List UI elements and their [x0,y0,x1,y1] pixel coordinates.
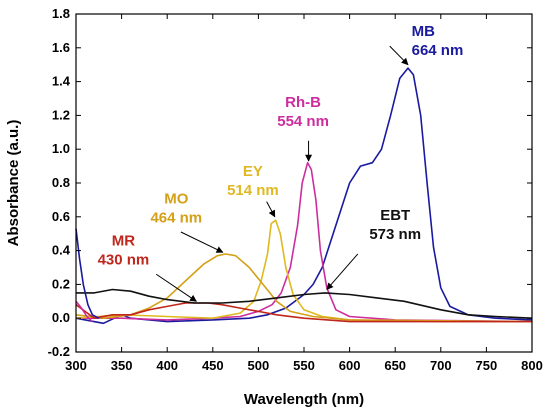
y-tick-label: 0.8 [52,175,70,190]
annotation-label-mo-wavelength: 464 nm [150,209,202,226]
series-line-edge [75,228,100,319]
x-tick-label: 700 [430,358,452,373]
x-tick-label: 300 [65,358,87,373]
x-tick-label: 600 [339,358,361,373]
y-axis-title: Absorbance (a.u.) [5,120,22,247]
x-tick-label: 650 [384,358,406,373]
y-tick-label: 0.0 [52,310,70,325]
y-tick-label: 1.2 [52,107,70,122]
annotation-label-ebt-wavelength: 573 nm [369,226,421,243]
series-line-rh-b [76,161,533,323]
annotation-layer: MB 664 nm Rh-B 554 nm EY 514 nm MO 464 nm MR 430 … [98,23,464,302]
y-tick-label: 1.6 [52,40,70,55]
x-tick-label: 450 [202,358,224,373]
series-line-mo [75,253,532,323]
annotation-label-ey-dye: EY [243,163,263,180]
y-tick-label: 0.2 [52,276,70,291]
series-layer [75,67,533,325]
x-tick-label: 800 [521,358,543,373]
plot-frame [75,13,533,353]
x-axis-title: Wavelength (nm) [244,391,364,408]
annotation-arrow-mb [389,45,409,66]
series-line-ey [75,219,533,323]
series-line-mb [75,67,533,325]
x-tick-label: 350 [111,358,133,373]
y-tick-label: 1.4 [52,74,71,89]
x-tick-label: 750 [476,358,498,373]
annotation-label-mb-dye: MB [412,23,435,40]
annotation-label-mo-dye: MO [164,190,188,207]
annotation-label-rh-b-dye: Rh-B [285,94,321,111]
annotation-arrow-mr [155,273,197,302]
x-tick-label: 400 [156,358,178,373]
annotation-label-mb-wavelength: 664 nm [412,42,464,59]
y-tick-label: 0.4 [52,243,71,258]
series-line-edge2 [75,300,93,323]
annotation-label-mr-dye: MR [112,233,135,250]
annotation-label-ey-wavelength: 514 nm [227,182,279,199]
annotation-arrow-mo [180,231,224,253]
x-tick-label: 550 [293,358,315,373]
annotation-label-ebt-dye: EBT [380,207,410,224]
series-line-ebt [76,288,533,319]
ticks-layer: 300 350 400 450 500 550 600 650 700 750 800 -0.2 0.0… [48,6,543,373]
annotation-label-mr-wavelength: 430 nm [98,252,150,269]
annotation-arrow-ebt [326,253,359,290]
x-tick-label: 500 [248,358,270,373]
y-tick-label: 1.0 [52,141,70,156]
y-tick-label: 1.8 [52,6,70,21]
y-tick-label: 0.6 [52,209,70,224]
annotation-arrow-ey [266,201,276,218]
annotation-label-rh-b-wavelength: 554 nm [277,113,329,130]
y-tick-label: -0.2 [48,344,70,359]
